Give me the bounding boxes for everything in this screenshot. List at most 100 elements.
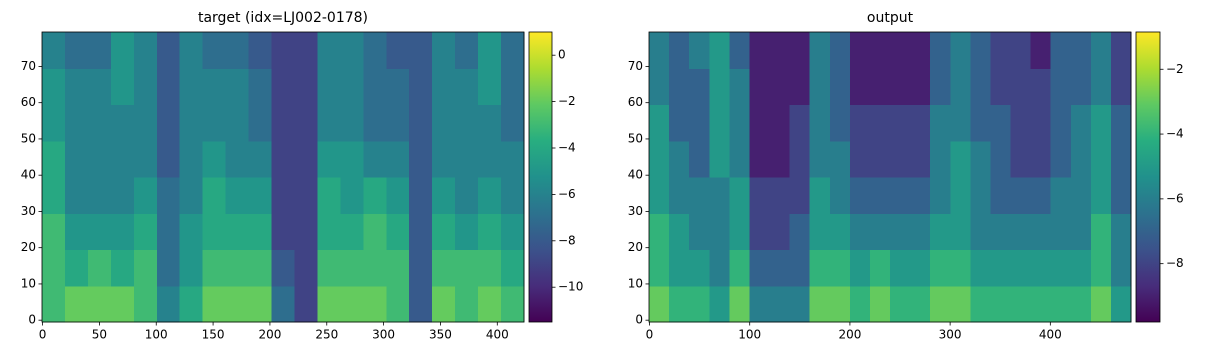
heatmap-cell (869, 285, 891, 323)
heatmap-cell (729, 177, 751, 214)
heatmap-cell (156, 140, 181, 178)
heatmap-cell (1090, 249, 1112, 287)
heatmap-cell (386, 68, 410, 106)
heatmap-cell (1090, 104, 1112, 142)
heatmap-cell (501, 32, 525, 69)
heatmap-cell (340, 104, 364, 142)
heatmap-cell (340, 140, 364, 178)
heatmap-cell (317, 177, 341, 214)
heatmap-cell (930, 68, 951, 106)
heatmap-cell (1090, 32, 1112, 69)
heatmap-cell (432, 68, 456, 106)
y-tick-label: 10 (21, 276, 36, 290)
heatmap-cell (769, 285, 791, 323)
heatmap-cell (1010, 285, 1032, 323)
heatmap-cell (849, 32, 871, 69)
heatmap-cell (809, 32, 831, 69)
heatmap-cell (1090, 285, 1112, 323)
heatmap-cell (478, 104, 502, 142)
heatmap-cell (110, 104, 135, 142)
heatmap-cell (689, 32, 710, 69)
colorbar-tick-label: 0 (558, 48, 566, 62)
heatmap-cell (156, 32, 181, 69)
heatmap-cell (809, 177, 831, 214)
heatmap-cell (990, 177, 1012, 214)
heatmap-cell (317, 32, 341, 69)
heatmap-cell (809, 285, 831, 323)
heatmap-cell (1110, 213, 1132, 251)
heatmap-cell (910, 140, 931, 178)
heatmap-cell (990, 249, 1012, 287)
heatmap-cell (87, 249, 112, 287)
heatmap-cell (225, 68, 250, 106)
heatmap-cell (409, 213, 433, 251)
heatmap-cell (990, 213, 1012, 251)
heatmap-cell (689, 285, 710, 323)
heatmap-cell (501, 104, 525, 142)
heatmap-cell (1030, 213, 1052, 251)
y-tick-label: 70 (21, 59, 36, 73)
heatmap-cell (156, 177, 181, 214)
heatmap-cell (970, 249, 992, 287)
heatmap-cell (110, 213, 135, 251)
colorbar (1135, 31, 1161, 323)
heatmap-cell (649, 285, 670, 323)
heatmap-cell (294, 285, 319, 323)
y-tick-label: 20 (21, 240, 36, 254)
axes-frame (41, 31, 525, 323)
heatmap-cell (248, 213, 273, 251)
heatmap-cell (749, 249, 771, 287)
heatmap-cell (179, 213, 204, 251)
heatmap-cell (1050, 104, 1072, 142)
heatmap-cell (179, 32, 204, 69)
heatmap-cell (1030, 32, 1052, 69)
heatmap-cell (869, 140, 891, 178)
heatmap-cell (363, 104, 387, 142)
colorbar-tick-label: −4 (558, 141, 576, 155)
x-tick-label: 200 (258, 328, 281, 342)
x-tick-label: 250 (315, 328, 338, 342)
heatmap-cell (769, 104, 791, 142)
heatmap-cell (769, 32, 791, 69)
heatmap-cell (1070, 104, 1092, 142)
heatmap-cell (689, 249, 710, 287)
heatmap-cell (930, 140, 951, 178)
heatmap-cell (829, 32, 851, 69)
heatmap-cell (225, 249, 250, 287)
heatmap-cell (87, 177, 112, 214)
heatmap-cell (156, 104, 181, 142)
heatmap-cell (409, 140, 433, 178)
heatmap-cell (1030, 104, 1052, 142)
heatmap-cell (669, 32, 690, 69)
heatmap-cell (248, 177, 273, 214)
heatmap-cell (970, 285, 992, 323)
heatmap-cell (478, 140, 502, 178)
heatmap-cell (769, 213, 791, 251)
chart-title: target (idx=LJ002-0178) (198, 10, 368, 26)
heatmap-cell (202, 249, 227, 287)
heatmap-cell (501, 285, 525, 323)
heatmap-cell (789, 249, 811, 287)
heatmap-cell (42, 285, 66, 323)
heatmap-cell (910, 68, 931, 106)
heatmap-cell (669, 68, 690, 106)
heatmap-cell (156, 285, 181, 323)
heatmap-cell (317, 140, 341, 178)
heatmap-cell (970, 32, 992, 69)
heatmap-cell (478, 177, 502, 214)
heatmap-cell (769, 140, 791, 178)
heatmap-cell (64, 177, 89, 214)
heatmap-cell (340, 32, 364, 69)
heatmap-cell (294, 68, 319, 106)
y-tick-label: 50 (628, 131, 643, 145)
heatmap-cell (1010, 249, 1032, 287)
heatmap-cell (455, 177, 479, 214)
heatmap-cell (809, 140, 831, 178)
heatmap-cell (869, 177, 891, 214)
heatmap-cell (363, 140, 387, 178)
y-tick-label: 60 (21, 95, 36, 109)
heatmap-cell (363, 213, 387, 251)
heatmap-cell (709, 32, 730, 69)
heatmap-cell (179, 285, 204, 323)
colorbar-tick-label: −6 (558, 187, 576, 201)
